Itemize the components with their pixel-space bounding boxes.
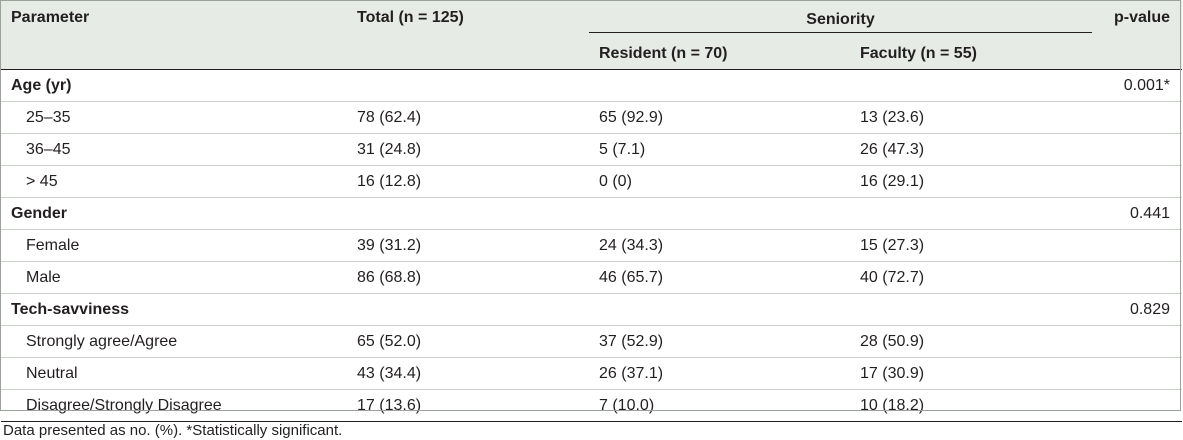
total-cell: 31 (24.8) xyxy=(347,133,589,166)
total-cell xyxy=(347,197,589,230)
section-row: Gender 0.441 xyxy=(1,197,1182,230)
faculty-cell: 15 (27.3) xyxy=(850,229,1092,262)
table-row: Strongly agree/Agree 65 (52.0) 37 (52.9) 28… xyxy=(1,325,1182,358)
resident-cell: 0 (0) xyxy=(589,165,850,198)
header-parameter: Parameter xyxy=(1,0,347,70)
total-cell: 16 (12.8) xyxy=(347,165,589,198)
faculty-cell: 26 (47.3) xyxy=(850,133,1092,166)
table-row: Neutral 43 (34.4) 26 (37.1) 17 (30.9) xyxy=(1,357,1182,390)
row-label: Male xyxy=(1,261,347,294)
table-row: Female 39 (31.2) 24 (34.3) 15 (27.3) xyxy=(1,229,1182,262)
pvalue-cell: 0.441 xyxy=(1092,197,1182,230)
resident-cell: 46 (65.7) xyxy=(589,261,850,294)
table-row: Disagree/Strongly Disagree 17 (13.6) 7 (10… xyxy=(1,389,1182,422)
table-row: > 45 16 (12.8) 0 (0) 16 (29.1) xyxy=(1,165,1182,198)
pvalue-cell xyxy=(1092,357,1182,390)
pvalue-cell xyxy=(1092,229,1182,262)
faculty-cell: 17 (30.9) xyxy=(850,357,1092,390)
resident-cell: 24 (34.3) xyxy=(589,229,850,262)
section-row: Age (yr) 0.001* xyxy=(1,69,1182,102)
resident-cell: 5 (7.1) xyxy=(589,133,850,166)
faculty-cell: 13 (23.6) xyxy=(850,101,1092,134)
pvalue-cell xyxy=(1092,261,1182,294)
faculty-cell xyxy=(850,69,1092,102)
total-cell: 65 (52.0) xyxy=(347,325,589,358)
resident-cell xyxy=(589,197,850,230)
pvalue-cell xyxy=(1092,101,1182,134)
row-label: 36–45 xyxy=(1,133,347,166)
table-body: Age (yr) 0.001* 25–35 78 (62.4) 65 (92.9) 13 … xyxy=(1,69,1182,422)
resident-cell: 65 (92.9) xyxy=(589,101,850,134)
resident-cell: 7 (10.0) xyxy=(589,389,850,422)
header-pvalue: p-value xyxy=(1092,0,1182,70)
header-resident: Resident (n = 70) xyxy=(589,39,850,70)
section-row: Tech-savviness 0.829 xyxy=(1,293,1182,326)
row-label: Neutral xyxy=(1,357,347,390)
resident-cell xyxy=(589,293,850,326)
header-seniority-group: Seniority xyxy=(589,0,1092,39)
pvalue-cell xyxy=(1092,389,1182,422)
row-label: Strongly agree/Agree xyxy=(1,325,347,358)
row-label: Tech-savviness xyxy=(1,293,347,326)
total-cell xyxy=(347,293,589,326)
results-table: Parameter Total (n = 125) Seniority p-va… xyxy=(1,0,1182,422)
row-label: > 45 xyxy=(1,165,347,198)
header-faculty: Faculty (n = 55) xyxy=(850,39,1092,70)
table-row: 36–45 31 (24.8) 5 (7.1) 26 (47.3) xyxy=(1,133,1182,166)
faculty-cell: 16 (29.1) xyxy=(850,165,1092,198)
row-label: Female xyxy=(1,229,347,262)
header-seniority: Seniority xyxy=(589,11,1092,33)
total-cell: 17 (13.6) xyxy=(347,389,589,422)
pvalue-cell xyxy=(1092,133,1182,166)
table-header: Parameter Total (n = 125) Seniority p-va… xyxy=(1,0,1182,70)
pvalue-cell xyxy=(1092,165,1182,198)
faculty-cell: 10 (18.2) xyxy=(850,389,1092,422)
resident-cell: 26 (37.1) xyxy=(589,357,850,390)
total-cell: 78 (62.4) xyxy=(347,101,589,134)
row-label: Age (yr) xyxy=(1,69,347,102)
pvalue-cell: 0.829 xyxy=(1092,293,1182,326)
total-cell: 39 (31.2) xyxy=(347,229,589,262)
faculty-cell xyxy=(850,293,1092,326)
faculty-cell xyxy=(850,197,1092,230)
faculty-cell: 28 (50.9) xyxy=(850,325,1092,358)
table-footnote: Data presented as no. (%). *Statisticall… xyxy=(3,422,343,439)
row-label: Disagree/Strongly Disagree xyxy=(1,389,347,422)
total-cell: 86 (68.8) xyxy=(347,261,589,294)
table-row: 25–35 78 (62.4) 65 (92.9) 13 (23.6) xyxy=(1,101,1182,134)
total-cell: 43 (34.4) xyxy=(347,357,589,390)
resident-cell: 37 (52.9) xyxy=(589,325,850,358)
resident-cell xyxy=(589,69,850,102)
row-label: 25–35 xyxy=(1,101,347,134)
table-row: Male 86 (68.8) 46 (65.7) 40 (72.7) xyxy=(1,261,1182,294)
total-cell xyxy=(347,69,589,102)
row-label: Gender xyxy=(1,197,347,230)
pvalue-cell: 0.001* xyxy=(1092,69,1182,102)
header-total: Total (n = 125) xyxy=(347,0,589,70)
faculty-cell: 40 (72.7) xyxy=(850,261,1092,294)
pvalue-cell xyxy=(1092,325,1182,358)
